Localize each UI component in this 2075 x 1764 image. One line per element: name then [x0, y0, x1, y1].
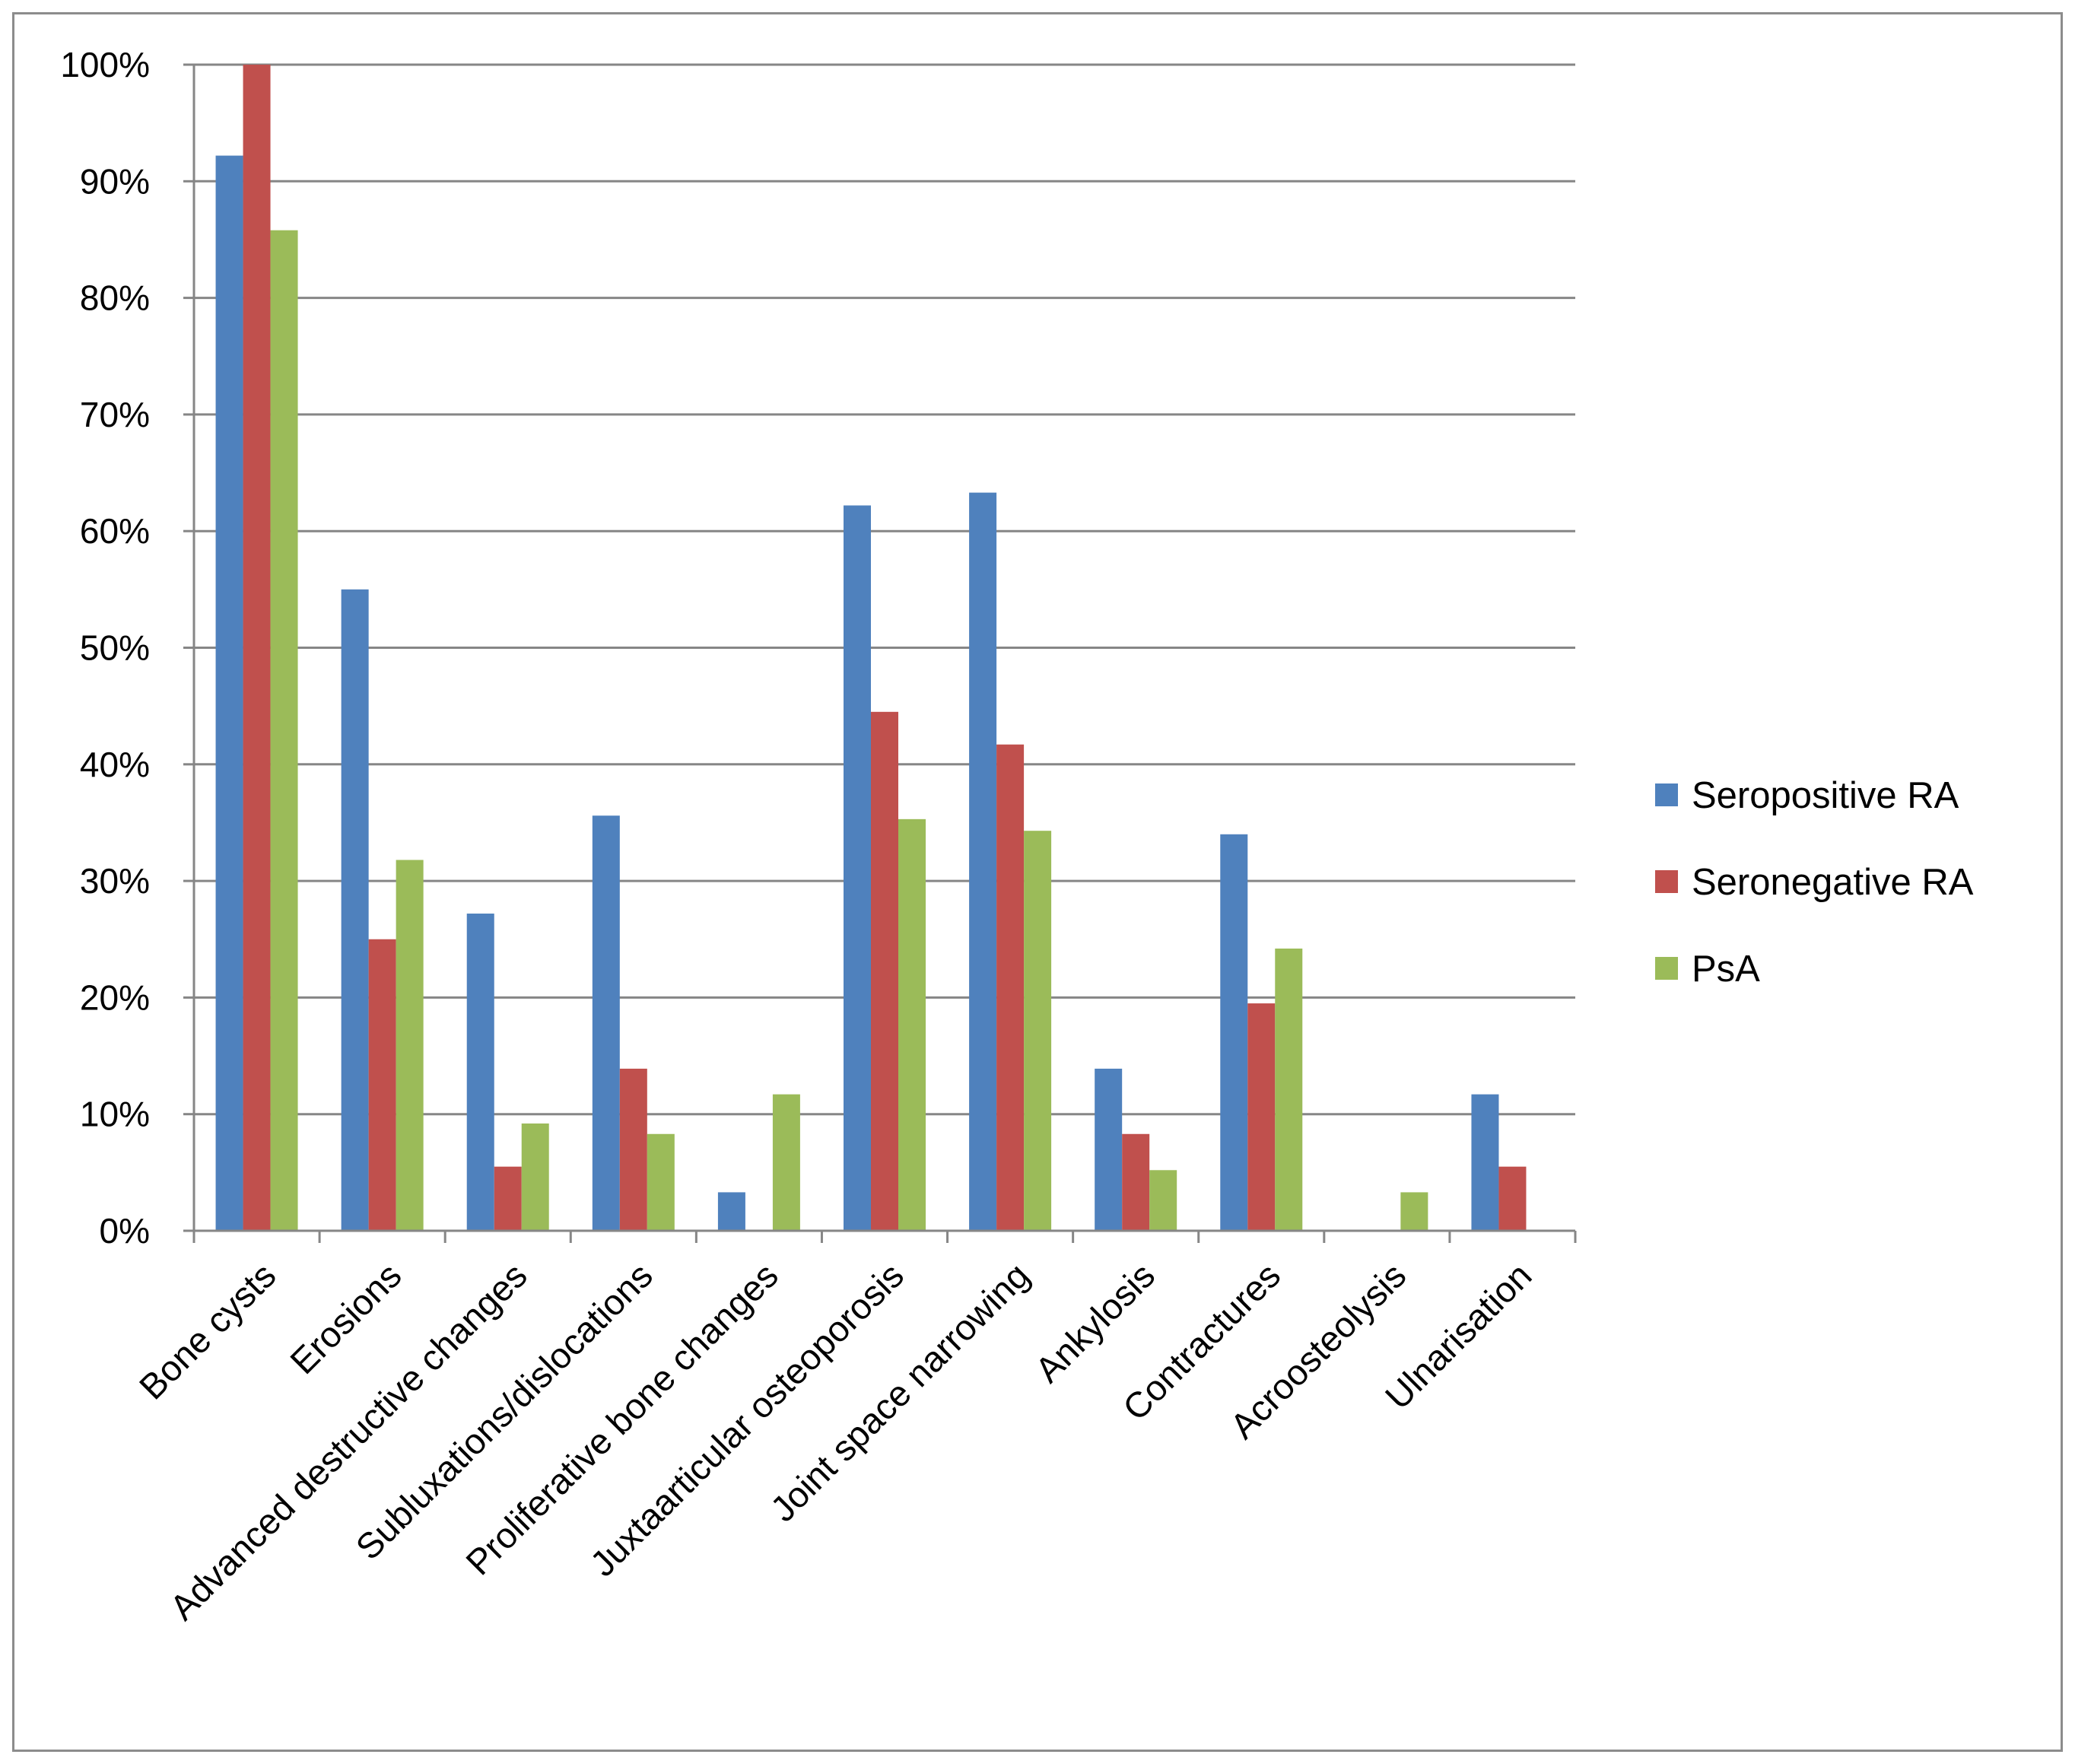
- legend-swatch: [1655, 783, 1678, 806]
- y-tick-label: 50%: [80, 628, 150, 668]
- y-tick-label: 80%: [80, 278, 150, 318]
- legend-label: PsA: [1692, 949, 1760, 990]
- x-category-label: Ankylosis: [1027, 1255, 1162, 1391]
- bar-seropositive-ra: [341, 589, 369, 1231]
- bar-seronegative-ra: [619, 1068, 647, 1231]
- legend-label: Seropositive RA: [1692, 775, 1959, 816]
- x-category-label: Joint space narrowing: [762, 1255, 1037, 1530]
- bar-psa: [1149, 1170, 1177, 1231]
- y-tick-label: 30%: [80, 861, 150, 901]
- bar-seronegative-ra: [1122, 1133, 1150, 1231]
- legend-label: Seronegative RA: [1692, 862, 1974, 903]
- bar-psa: [396, 860, 424, 1231]
- bar-seronegative-ra: [1498, 1166, 1527, 1231]
- legend-swatch: [1655, 870, 1678, 893]
- bar-seronegative-ra: [871, 711, 898, 1231]
- y-tick-label: 10%: [80, 1095, 150, 1134]
- bar-seropositive-ra: [215, 155, 243, 1232]
- bar-seropositive-ra: [1095, 1068, 1123, 1231]
- bar-seropositive-ra: [969, 492, 997, 1231]
- bar-psa: [270, 230, 298, 1231]
- bar-psa: [898, 818, 926, 1231]
- bar-psa: [1275, 949, 1303, 1231]
- bar-seronegative-ra: [1247, 1003, 1276, 1231]
- bar-seropositive-ra: [1471, 1094, 1499, 1231]
- y-tick-label: 0%: [100, 1211, 150, 1251]
- y-tick-label: 70%: [80, 395, 150, 434]
- bars: [215, 65, 1527, 1232]
- y-tick-label: 90%: [80, 161, 150, 201]
- bar-psa: [1400, 1192, 1428, 1231]
- x-category-label: Bone cysts: [132, 1255, 284, 1407]
- bar-seropositive-ra: [466, 914, 494, 1231]
- gridlines: [194, 63, 1575, 1116]
- y-tick-label: 60%: [80, 511, 150, 551]
- bar-seropositive-ra: [844, 505, 871, 1231]
- bar-psa: [772, 1094, 800, 1231]
- y-tick-label: 40%: [80, 745, 150, 784]
- bar-psa: [1024, 831, 1052, 1231]
- legend: Seropositive RA Seronegative RA PsA: [1655, 775, 1974, 990]
- bar-psa: [521, 1123, 549, 1231]
- bar-seropositive-ra: [592, 815, 620, 1231]
- bar-seronegative-ra: [996, 744, 1025, 1231]
- y-tick-label: 100%: [60, 45, 150, 84]
- x-category-label: Erosions: [282, 1255, 409, 1382]
- legend-swatch: [1655, 957, 1678, 980]
- bar-seronegative-ra: [368, 939, 396, 1231]
- bar-seropositive-ra: [1220, 834, 1248, 1231]
- y-tick-label: 20%: [80, 977, 150, 1017]
- bar-seropositive-ra: [717, 1192, 745, 1231]
- bar-seronegative-ra: [494, 1166, 522, 1231]
- bar-seronegative-ra: [243, 65, 271, 1231]
- bar-psa: [647, 1133, 675, 1231]
